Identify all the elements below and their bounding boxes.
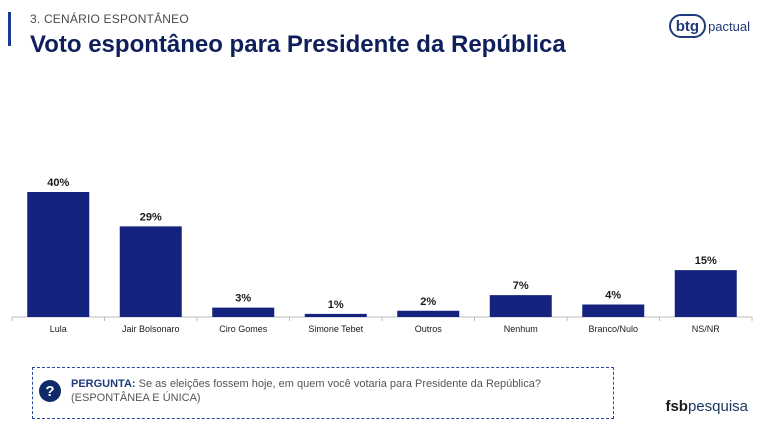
bar-value-label: 1% (328, 299, 344, 311)
btg-logo-mark: btg (668, 14, 707, 38)
bar-jair-bolsonaro (119, 226, 182, 317)
bar-ciro-gomes (212, 307, 275, 317)
bar-branco-nulo (582, 304, 645, 317)
category-label: Nenhum (504, 324, 538, 334)
btg-pactual-logo: btg pactual (668, 14, 750, 38)
section-label: 3. CENÁRIO ESPONTÂNEO (30, 12, 189, 26)
question-box: ? PERGUNTA: Se as eleições fossem hoje, … (32, 367, 614, 419)
bar-value-label: 4% (605, 290, 621, 302)
category-label: Outros (415, 324, 443, 334)
fsb-pesquisa-logo: fsbpesquisa (665, 398, 748, 415)
bar-value-label: 7% (513, 280, 529, 292)
bar-chart: 40% Lula 29% Jair Bolsonaro 3% Ciro Gomes 1% Si… (11, 177, 753, 334)
bar-outros (397, 310, 460, 317)
question-icon: ? (39, 380, 61, 402)
category-label: Branco/Nulo (588, 324, 638, 334)
bar-simone-tebet (304, 313, 367, 317)
bar-nenhum (489, 295, 552, 317)
category-label: Jair Bolsonaro (122, 324, 180, 334)
category-label: Lula (50, 324, 67, 334)
bar-value-label: 3% (235, 293, 251, 305)
bar-value-label: 15% (695, 255, 717, 267)
fsb-logo-bold: fsb (665, 398, 688, 415)
category-label: NS/NR (692, 324, 721, 334)
bar-lula (27, 192, 90, 317)
bar-value-label: 40% (47, 177, 69, 189)
fsb-logo-light: pesquisa (687, 398, 748, 415)
question-text-block: PERGUNTA: Se as eleições fossem hoje, em… (71, 377, 601, 405)
header-accent-bar (8, 12, 11, 46)
question-subtext: (ESPONTÂNEA E ÚNICA) (71, 392, 201, 404)
bar-ns-nr (674, 270, 737, 317)
page-title: Voto espontâneo para Presidente da Repúb… (30, 31, 566, 58)
bar-value-label: 29% (140, 211, 162, 223)
category-label: Simone Tebet (308, 324, 363, 334)
category-label: Ciro Gomes (219, 324, 268, 334)
question-label: PERGUNTA: (71, 378, 136, 390)
question-text: Se as eleições fossem hoje, em quem você… (138, 378, 541, 390)
bar-value-label: 2% (420, 296, 436, 308)
btg-logo-text: pactual (708, 18, 750, 34)
